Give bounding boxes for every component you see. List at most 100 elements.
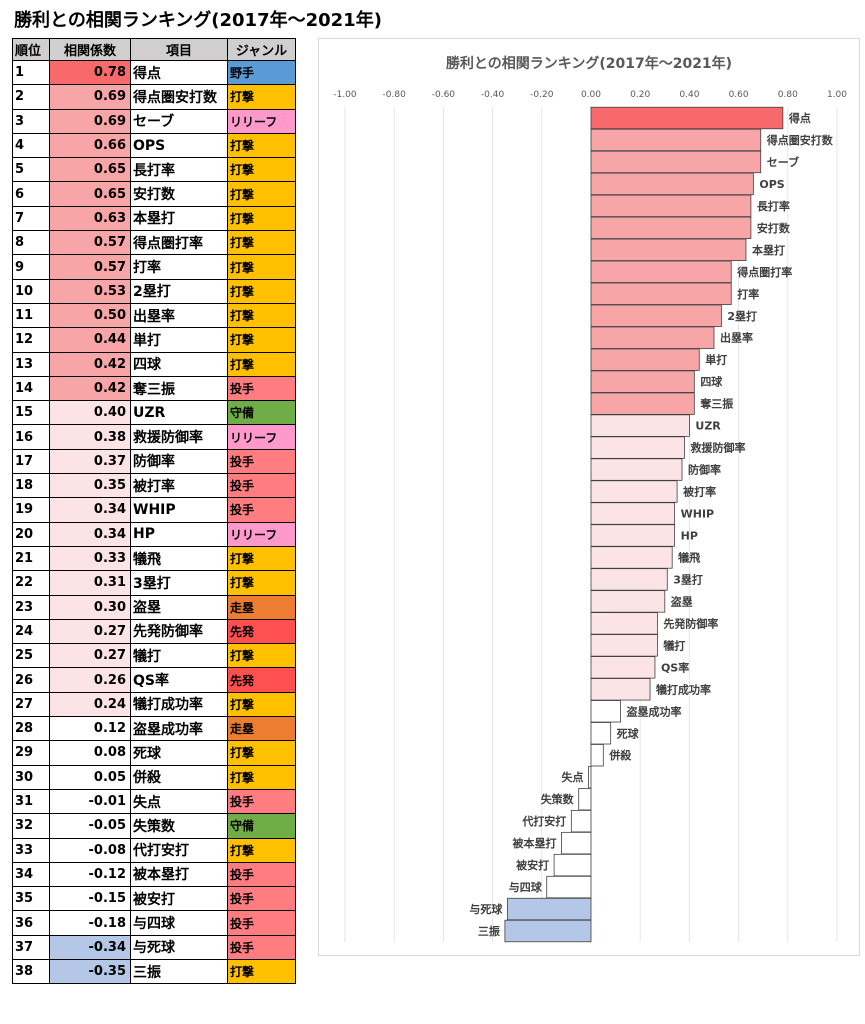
item-cell: 併殺 <box>130 764 228 790</box>
bar <box>504 919 592 943</box>
header-corr: 相関係数 <box>49 38 131 61</box>
bar <box>590 436 685 459</box>
rank-cell: 20 <box>12 521 50 547</box>
rank-cell: 38 <box>12 958 50 985</box>
x-tick-label: 0.60 <box>729 90 749 100</box>
header-item: 項目 <box>130 38 228 61</box>
table-row: 28 0.12 盗塁成功率 走塁 <box>12 716 296 742</box>
corr-cell: -0.18 <box>49 910 131 936</box>
corr-cell: -0.15 <box>49 886 131 912</box>
item-cell: 奪三振 <box>130 375 228 402</box>
genre-cell: 野手 <box>227 59 296 86</box>
rank-cell: 28 <box>12 716 50 742</box>
corr-cell: -0.34 <box>49 934 131 960</box>
rank-cell: 30 <box>12 764 50 790</box>
rank-cell: 3 <box>12 108 50 134</box>
bar <box>590 722 612 745</box>
genre-cell: 打撃 <box>227 327 296 353</box>
corr-cell: 0.50 <box>49 302 131 329</box>
item-cell: 四球 <box>130 351 228 377</box>
item-cell: 被本塁打 <box>130 861 228 888</box>
bar <box>590 348 700 371</box>
bar-category-label: 併殺 <box>608 748 632 762</box>
bar-category-label: 代打安打 <box>521 814 566 828</box>
corr-cell: 0.69 <box>49 108 131 134</box>
genre-cell: リリーフ <box>227 521 296 547</box>
rank-cell: 26 <box>12 667 50 693</box>
corr-cell: 0.44 <box>49 327 131 353</box>
item-cell: HP <box>130 521 228 547</box>
rank-cell: 23 <box>12 594 50 620</box>
genre-cell: 打撃 <box>227 764 296 790</box>
bar <box>590 106 784 130</box>
table-row: 29 0.08 死球 打撃 <box>12 740 296 766</box>
item-cell: 打率 <box>130 254 228 280</box>
table-row: 2 0.69 得点圏安打数 打撃 <box>12 84 296 110</box>
bar-chart: -1.00 -0.80 -0.60 -0.40 -0.20 0.00 0.20 0.40 0.6… <box>333 90 847 943</box>
rank-cell: 35 <box>12 886 50 912</box>
bar-category-label: 被安打 <box>516 858 549 872</box>
item-cell: 三振 <box>130 958 228 985</box>
rank-cell: 6 <box>12 181 50 207</box>
bar-category-label: 失点 <box>562 770 584 784</box>
bar <box>546 875 592 899</box>
table-row: 13 0.42 四球 打撃 <box>12 351 296 377</box>
genre-cell: リリーフ <box>227 424 296 450</box>
corr-cell: 0.57 <box>49 254 131 280</box>
bar <box>590 744 604 767</box>
item-cell: 得点圏打率 <box>130 230 228 256</box>
bar <box>590 546 673 569</box>
table-row: 34 -0.12 被本塁打 投手 <box>12 861 296 888</box>
genre-cell: 投手 <box>227 473 296 499</box>
corr-cell: -0.12 <box>49 861 131 888</box>
genre-cell: 打撃 <box>227 740 296 766</box>
item-cell: 犠飛 <box>130 545 228 572</box>
table-row: 27 0.24 犠打成功率 打撃 <box>12 691 296 718</box>
x-tick-label: 0.40 <box>679 90 699 100</box>
table-row: 8 0.57 得点圏打率 打撃 <box>12 230 296 256</box>
bar-category-label: 被本塁打 <box>512 836 556 850</box>
corr-cell: 0.78 <box>49 59 131 86</box>
bar-category-label: UZR <box>695 420 721 433</box>
genre-cell: 先発 <box>227 667 296 693</box>
rank-cell: 32 <box>12 813 50 839</box>
table-row: 19 0.34 WHIP 投手 <box>12 497 296 523</box>
table-row: 3 0.69 セーブ リリーフ <box>12 108 296 134</box>
bar-category-label: WHIP <box>681 508 715 521</box>
rank-cell: 22 <box>12 570 50 596</box>
item-cell: 失点 <box>130 788 228 815</box>
bar <box>590 656 656 679</box>
bar-category-label: 単打 <box>705 353 727 367</box>
x-tick-label: -1.00 <box>333 90 357 100</box>
bar <box>590 678 651 701</box>
rank-cell: 10 <box>12 278 50 304</box>
corr-cell: -0.35 <box>49 958 131 985</box>
item-cell: 代打安打 <box>130 837 228 863</box>
genre-cell: 投手 <box>227 886 296 912</box>
corr-cell: 0.33 <box>49 545 131 572</box>
bar <box>590 370 695 393</box>
table-row: 1 0.78 得点 野手 <box>12 59 296 86</box>
chart-title: 勝利との相関ランキング(2017年～2021年) <box>445 56 733 72</box>
table-row: 14 0.42 奪三振 投手 <box>12 375 296 402</box>
genre-cell: 打撃 <box>227 157 296 183</box>
corr-cell: 0.53 <box>49 278 131 304</box>
table-row: 15 0.40 UZR 守備 <box>12 400 296 426</box>
corr-cell: 0.31 <box>49 570 131 596</box>
table-row: 36 -0.18 与四球 投手 <box>12 910 296 936</box>
item-cell: 失策数 <box>130 813 228 839</box>
table-row: 31 -0.01 失点 投手 <box>12 788 296 815</box>
bar-category-label: 得点圏打率 <box>736 265 792 279</box>
bar-category-label: 盗塁成功率 <box>627 704 682 718</box>
x-tick-label: 0.20 <box>630 90 650 100</box>
bar <box>590 590 666 613</box>
genre-cell: 投手 <box>227 448 296 475</box>
corr-cell: 0.35 <box>49 473 131 499</box>
bar-category-label: 三振 <box>478 924 500 938</box>
rank-cell: 8 <box>12 230 50 256</box>
genre-cell: 打撃 <box>227 254 296 280</box>
table-row: 18 0.35 被打率 投手 <box>12 473 296 499</box>
genre-cell: 守備 <box>227 400 296 426</box>
item-cell: QS率 <box>130 667 228 693</box>
corr-cell: 0.34 <box>49 497 131 523</box>
